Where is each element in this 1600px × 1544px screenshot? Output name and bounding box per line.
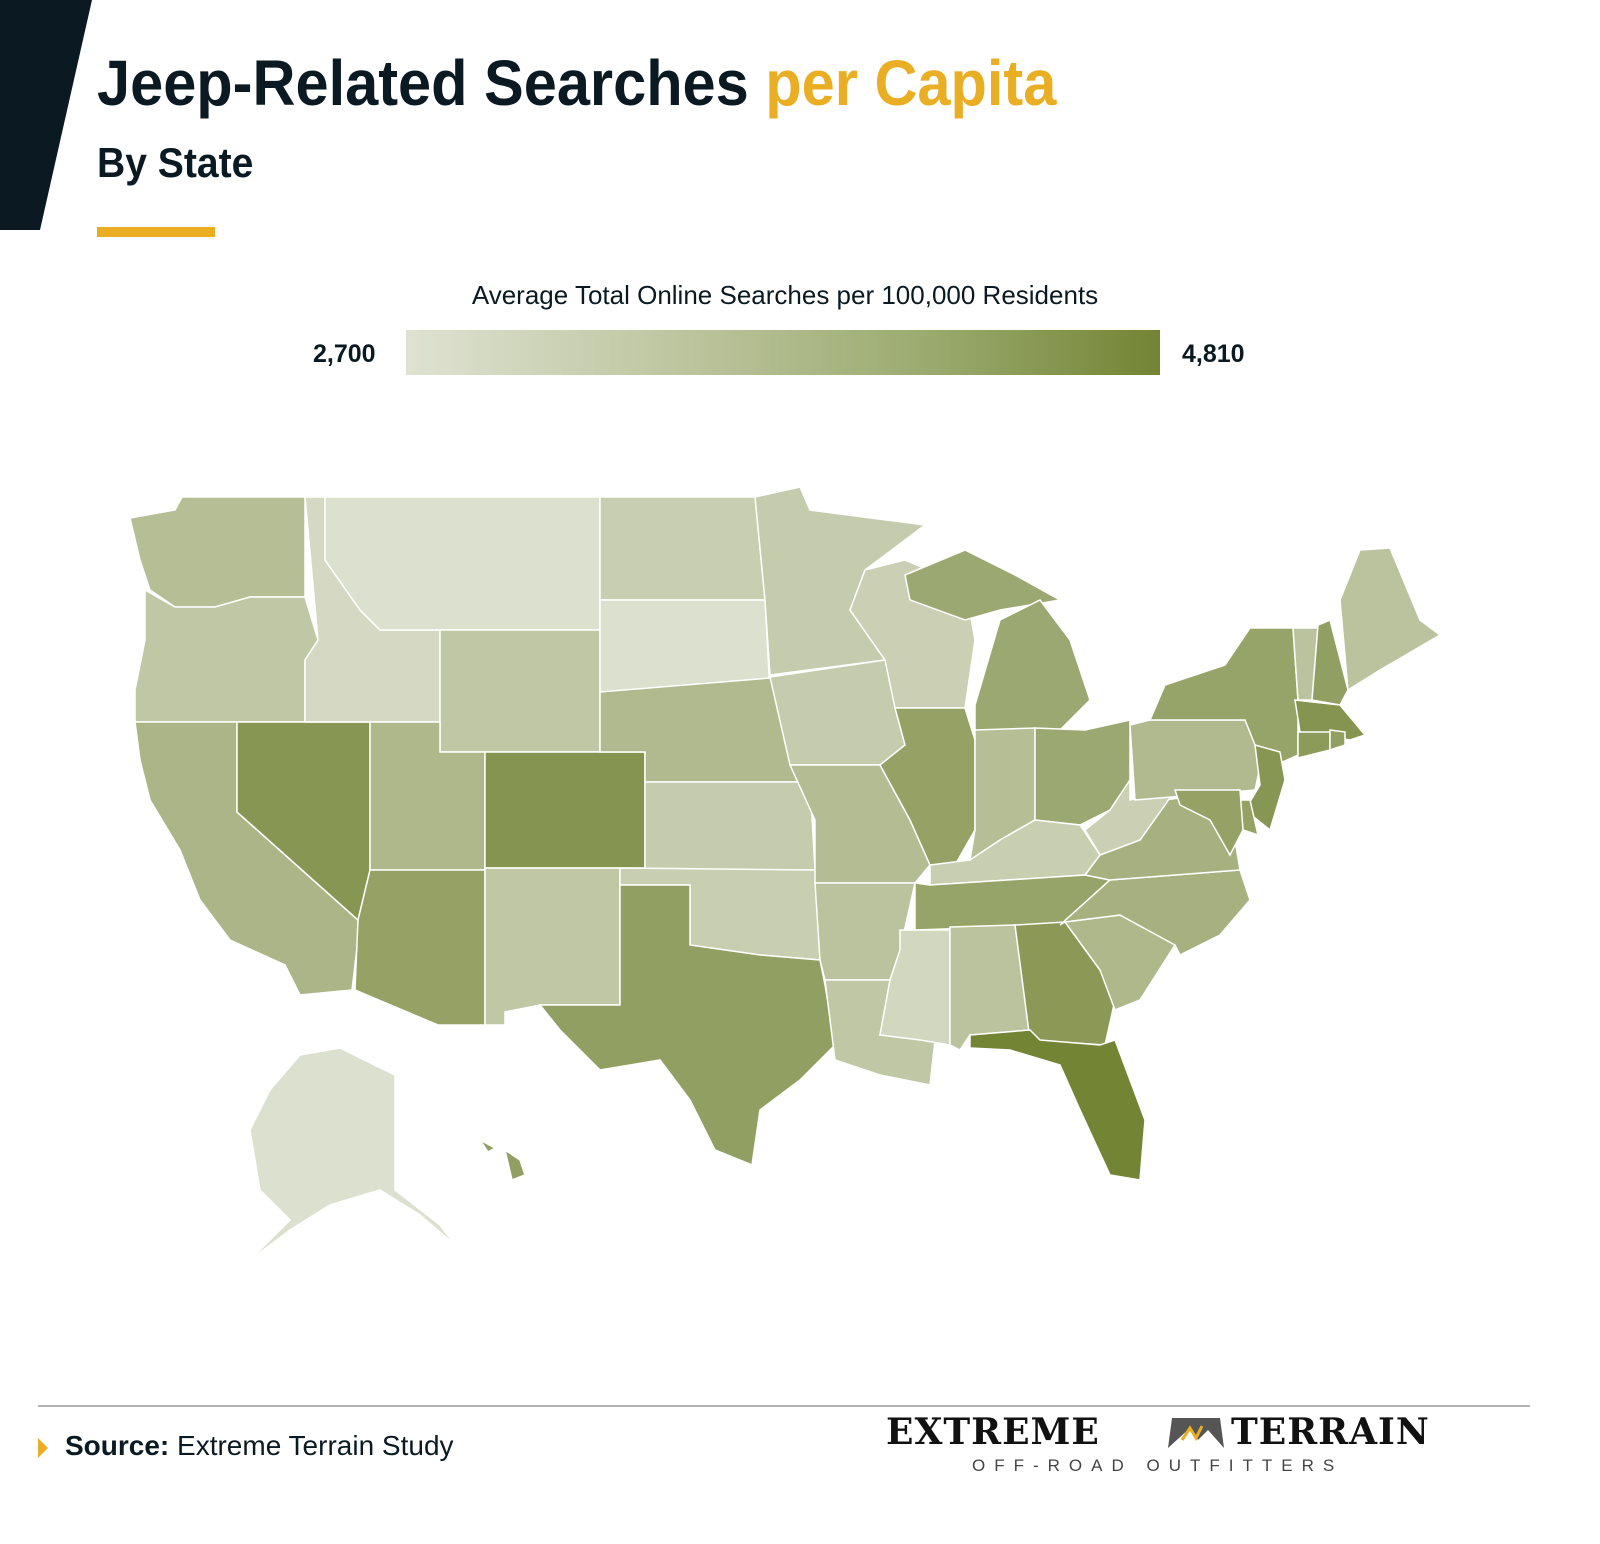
legend-max-label: 4,810 <box>1182 340 1245 368</box>
state-ia <box>769 659 906 766</box>
state-hi <box>479 1139 497 1153</box>
state-mi <box>974 599 1091 736</box>
state-mt <box>324 496 601 631</box>
legend-gradient-bar <box>406 330 1160 375</box>
title-underline <box>97 227 215 237</box>
state-ak <box>249 1047 456 1261</box>
source-note: Source: Extreme Terrain Study <box>65 1430 454 1462</box>
state-ri <box>1329 729 1346 752</box>
legend-min-label: 2,700 <box>313 340 376 368</box>
state-az <box>354 869 486 1026</box>
state-tx <box>538 884 836 1167</box>
state-ma <box>1294 699 1367 741</box>
state-nj <box>1244 743 1286 832</box>
state-md <box>1173 789 1244 857</box>
state-sd <box>599 599 771 693</box>
state-fl <box>969 1029 1146 1181</box>
state-me <box>1339 547 1442 692</box>
state-ks <box>644 781 816 871</box>
state-hi <box>503 1148 526 1182</box>
state-wa <box>129 496 306 608</box>
page-title: Jeep-Related Searches per Capita <box>97 46 1056 120</box>
state-ct <box>1297 731 1331 759</box>
logo-word-1: EXTREME <box>886 1411 1100 1453</box>
source-text: Extreme Terrain Study <box>177 1430 454 1461</box>
title-main: Jeep-Related Searches <box>97 47 749 119</box>
source-bullet-icon <box>38 1438 48 1458</box>
state-nh <box>1311 618 1349 706</box>
extreme-terrain-logo: EXTREME TERRAIN OFF-ROAD OUTFITTERS <box>886 1412 1491 1478</box>
logo-word-2: TERRAIN <box>1231 1411 1430 1453</box>
state-pa <box>1129 719 1266 801</box>
state-co <box>484 751 646 869</box>
state-nd <box>599 496 766 601</box>
us-choropleth-map <box>129 486 1442 1261</box>
footer-divider <box>38 1405 1530 1407</box>
state-or <box>134 588 319 723</box>
title-accent: per Capita <box>765 47 1057 119</box>
legend-title: Average Total Online Searches per 100,00… <box>471 280 1099 310</box>
state-wy <box>439 629 601 753</box>
logo-tagline: OFF-ROAD OUTFITTERS <box>972 1456 1344 1475</box>
page-subtitle: By State <box>97 139 254 186</box>
mountain-logo-icon <box>1168 1418 1224 1448</box>
header-decor-slab <box>0 0 92 230</box>
source-label: Source: <box>65 1430 170 1461</box>
state-nm <box>484 867 621 1026</box>
